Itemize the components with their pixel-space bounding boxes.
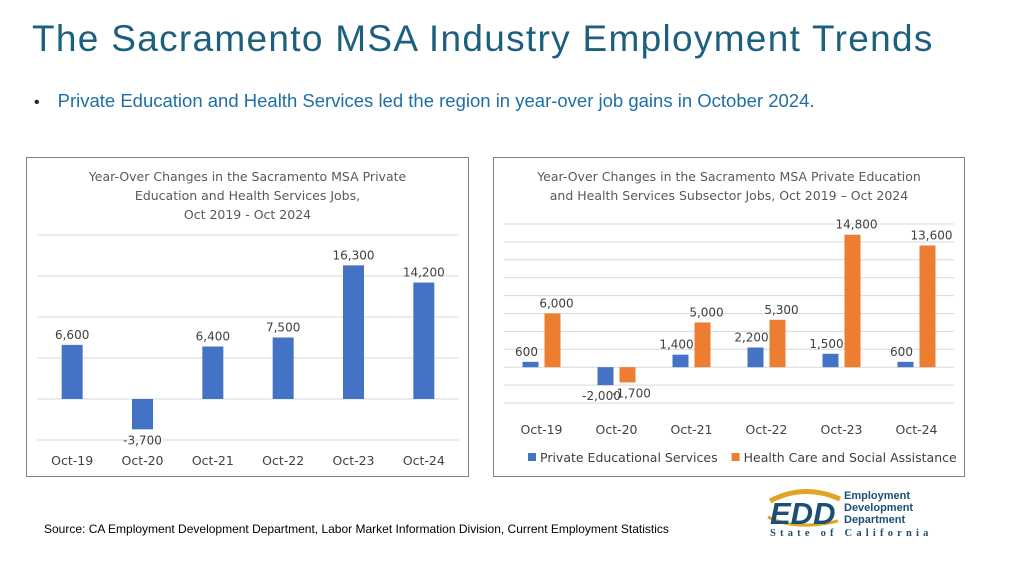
data-label: 6,000	[539, 297, 573, 311]
data-label: 1,400	[659, 338, 693, 352]
chart-title: Year-Over Changes in the Sacramento MSA …	[27, 167, 468, 224]
x-tick-label: Oct-20	[121, 453, 163, 468]
chart-title-line: Education and Health Services Jobs,	[134, 188, 361, 203]
x-tick-label: Oct-23	[332, 453, 374, 468]
bar	[844, 234, 861, 368]
chart-title-line: Oct 2019 - Oct 2024	[183, 207, 312, 222]
bar	[61, 344, 83, 399]
bar	[132, 399, 153, 430]
bar	[343, 265, 364, 399]
chart-plot: 6,600 -3,700 6,400 7,500 16,300 14,200 Oct-19 O…	[37, 234, 459, 468]
edd-line-3: Department	[844, 514, 906, 526]
chart-title-line: Year-Over Changes in the Sacramento MSA …	[537, 169, 921, 184]
bar	[522, 361, 539, 368]
bar	[202, 346, 224, 399]
data-label: 14,800	[836, 218, 878, 232]
chart-title: Year-Over Changes in the Sacramento MSA …	[494, 167, 964, 205]
edd-line-2: Development	[844, 502, 914, 514]
edd-line-1: Employment	[844, 490, 911, 502]
bar	[672, 354, 689, 368]
data-label: -1,700	[612, 386, 651, 400]
bar	[619, 367, 636, 383]
data-label: 6,400	[196, 330, 230, 344]
bar	[413, 282, 435, 399]
legend-swatch	[528, 453, 536, 461]
bar	[544, 313, 561, 368]
x-tick-label: Oct-22	[262, 453, 304, 468]
data-label: -2,000	[582, 389, 621, 403]
legend-label: Private Educational Services	[540, 450, 718, 465]
page-title: The Sacramento MSA Industry Employment T…	[32, 18, 934, 59]
data-label: 2,200	[734, 331, 768, 345]
bullet-text: Private Education and Health Services le…	[57, 90, 815, 111]
x-tick-label: Oct-23	[820, 422, 862, 437]
data-label: 1,500	[809, 337, 843, 351]
legend-label: Health Care and Social Assistance	[744, 450, 957, 465]
total-jobs-chart: Year-Over Changes in the Sacramento MSA …	[26, 157, 469, 477]
legend-swatch	[731, 453, 740, 461]
data-label: 5,300	[764, 303, 798, 317]
bar	[597, 367, 614, 386]
x-tick-label: Oct-19	[51, 453, 93, 468]
bar	[769, 319, 786, 368]
x-tick-label: Oct-24	[403, 453, 445, 468]
bullet-point: • Private Education and Health Services l…	[34, 90, 815, 112]
data-label: 14,200	[403, 266, 445, 280]
bar	[694, 322, 711, 368]
source-note: Source: CA Employment Development Depart…	[44, 522, 669, 536]
x-tick-label: Oct-21	[192, 453, 234, 468]
x-tick-label: Oct-20	[595, 422, 637, 437]
bullet-dot-icon: •	[34, 94, 40, 111]
bar	[747, 347, 764, 368]
edd-letters: EDD	[770, 496, 835, 531]
bar	[272, 337, 294, 399]
chart-title-line: and Health Services Subsector Jobs, Oct …	[549, 188, 909, 203]
bar	[919, 245, 936, 368]
data-label: 7,500	[266, 321, 300, 335]
data-label: 600	[890, 345, 913, 359]
data-label: 6,600	[55, 328, 89, 342]
bar	[822, 353, 839, 368]
bar	[897, 361, 914, 368]
data-label: 13,600	[911, 228, 953, 242]
edd-state-line: State of California	[770, 528, 933, 539]
data-label: 5,000	[689, 305, 723, 319]
x-tick-label: Oct-24	[895, 422, 937, 437]
x-tick-label: Oct-21	[670, 422, 712, 437]
chart-title-line: Year-Over Changes in the Sacramento MSA …	[88, 169, 407, 184]
x-tick-label: Oct-22	[745, 422, 787, 437]
chart-plot: 600 -2,000 1,400 2,200 1,500 600 6,000 -1,700 5,…	[504, 218, 957, 465]
edd-logo-icon: EDD	[767, 488, 842, 531]
data-label: 16,300	[333, 248, 375, 262]
subsector-jobs-chart: Year-Over Changes in the Sacramento MSA …	[493, 157, 965, 477]
data-label: 600	[515, 345, 538, 359]
x-tick-label: Oct-19	[520, 422, 562, 437]
data-label: -3,700	[123, 433, 162, 447]
